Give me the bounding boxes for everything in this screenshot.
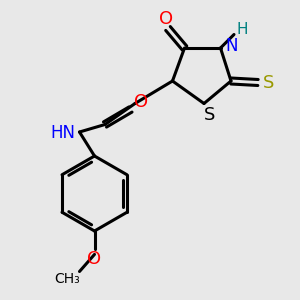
Text: S: S xyxy=(204,106,215,124)
Text: S: S xyxy=(263,74,274,92)
Text: O: O xyxy=(87,250,102,268)
Text: N: N xyxy=(226,38,238,56)
Text: H: H xyxy=(237,22,248,37)
Text: HN: HN xyxy=(50,124,76,142)
Text: O: O xyxy=(159,11,174,28)
Text: CH₃: CH₃ xyxy=(55,272,80,286)
Text: O: O xyxy=(134,93,148,111)
